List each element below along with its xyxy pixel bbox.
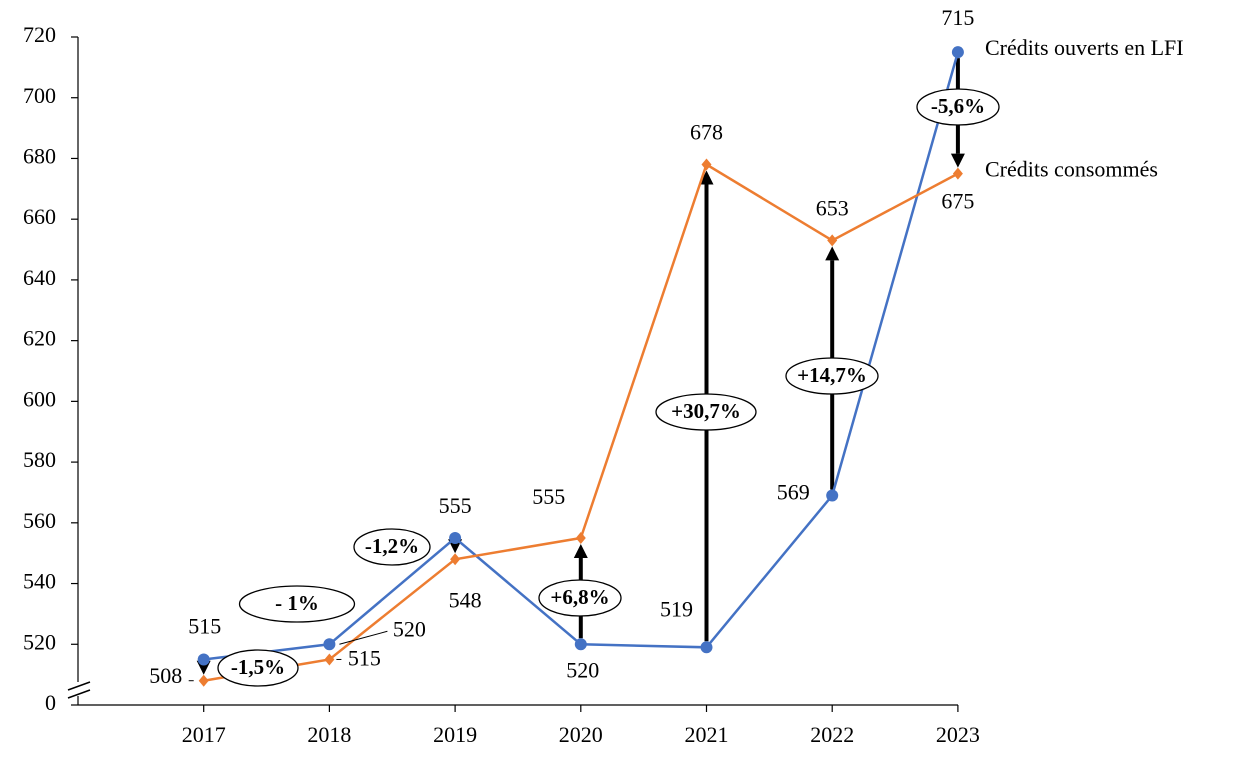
x-tick-label: 2022 — [810, 722, 854, 747]
y-tick-label: 680 — [23, 144, 56, 169]
data-label: 569 — [777, 480, 810, 505]
data-label: 678 — [690, 120, 723, 145]
point — [952, 167, 963, 180]
y-tick-label: 600 — [23, 386, 56, 411]
y-tick-label: 580 — [23, 447, 56, 472]
data-label: 675 — [941, 189, 974, 214]
point — [324, 653, 335, 666]
y-tick-label: 0 — [45, 690, 56, 715]
point — [700, 641, 713, 654]
annotation: +6,8% — [550, 585, 609, 609]
x-tick-label: 2018 — [307, 722, 351, 747]
data-label: 555 — [532, 484, 565, 509]
point — [323, 638, 336, 651]
y-tick-label: 520 — [23, 629, 56, 654]
y-tick-label: 700 — [23, 83, 56, 108]
annotation-ellipse — [538, 579, 622, 617]
y-tick-label: 660 — [23, 204, 56, 229]
point — [701, 158, 712, 171]
annotation: +30,7% — [671, 399, 741, 423]
annotation-ellipse — [217, 649, 299, 687]
data-label: 515 — [188, 614, 221, 639]
annotation-ellipse — [353, 528, 431, 566]
annotation-ellipse — [916, 88, 1000, 126]
y-tick-label: 560 — [23, 508, 56, 533]
data-label: 508 — [149, 663, 182, 688]
x-tick-label: 2023 — [936, 722, 980, 747]
y-tick-label: 620 — [23, 326, 56, 351]
point — [826, 489, 839, 502]
arrow-head — [825, 246, 840, 261]
y-tick-label: 640 — [23, 265, 56, 290]
annotation: - 1% — [275, 591, 319, 615]
point — [575, 532, 586, 544]
arrow-head — [950, 153, 965, 168]
x-tick-label: 2020 — [559, 722, 603, 747]
data-label: 555 — [439, 493, 472, 518]
point — [198, 674, 209, 687]
leader-line — [339, 630, 388, 645]
x-tick-label: 2021 — [685, 722, 729, 747]
x-tick-label: 2019 — [433, 722, 477, 747]
x-tick-label: 2017 — [182, 722, 226, 747]
axis-break — [66, 681, 92, 699]
y-tick-label: 720 — [23, 22, 56, 47]
legend-label: Crédits consommés — [985, 157, 1158, 182]
annotation: -5,6% — [931, 94, 985, 118]
annotation: -1,2% — [365, 534, 419, 558]
data-label: 520 — [566, 657, 599, 682]
data-label: 715 — [941, 5, 974, 30]
data-label: 519 — [660, 596, 693, 621]
point — [197, 653, 210, 666]
legend-label: Crédits ouverts en LFI — [985, 35, 1184, 60]
data-label: 653 — [816, 195, 849, 220]
data-label: 515 — [348, 646, 381, 671]
point — [450, 553, 461, 566]
data-label: 520 — [393, 616, 426, 641]
annotation-ellipse — [785, 357, 879, 395]
annotation: -1,5% — [231, 655, 285, 679]
y-tick-label: 540 — [23, 569, 56, 594]
data-label: 548 — [449, 587, 482, 612]
annotation-ellipse — [238, 585, 356, 623]
point — [827, 234, 838, 247]
annotation: +14,7% — [797, 363, 867, 387]
arrow-head — [699, 170, 714, 185]
point — [951, 46, 964, 59]
point — [574, 638, 587, 651]
annotation-ellipse — [655, 393, 757, 431]
point — [449, 532, 462, 544]
arrow-head — [573, 544, 588, 558]
